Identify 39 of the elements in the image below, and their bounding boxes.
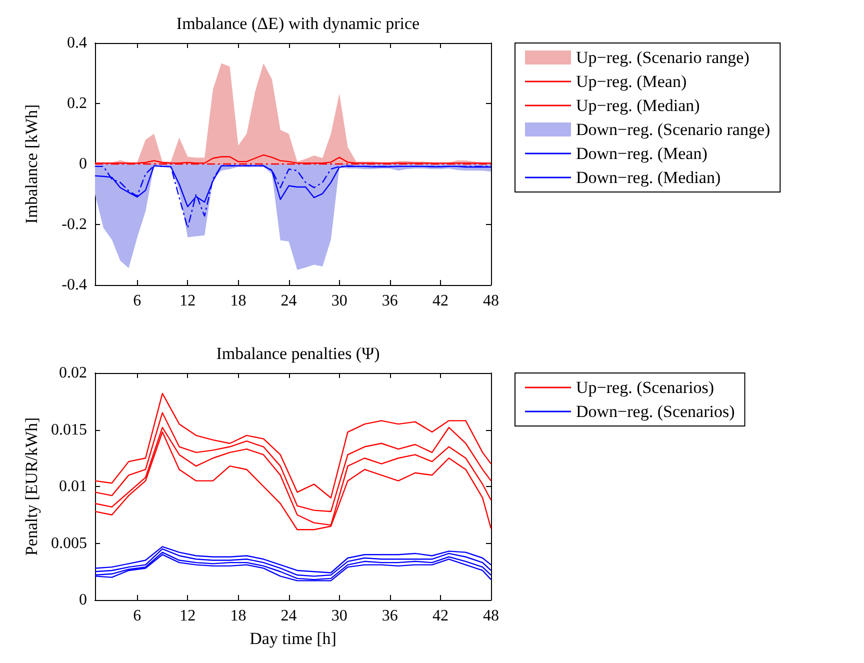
x-tick-label: 12	[180, 608, 196, 624]
x-tick-label: 30	[331, 608, 348, 624]
x-tick-label: 24	[280, 608, 297, 624]
x-tick-label: 12	[180, 292, 196, 310]
y-tick-label: 0.005	[51, 534, 87, 552]
x-tick-label: 36	[382, 292, 398, 310]
x-tick-label: 24	[280, 292, 297, 310]
chart-title: Imbalance (ΔE) with dynamic price	[176, 14, 420, 33]
y-axis-title: Penalty [EUR/kWh]	[22, 417, 41, 556]
y-tick-label: 0.02	[59, 364, 87, 382]
x-tick-label: 36	[382, 608, 398, 624]
x-tick-label: 6	[133, 292, 142, 310]
legend-label: Down−reg. (Median)	[576, 168, 721, 187]
y-tick-label: 0	[79, 156, 87, 172]
chart-title: Imbalance penalties (Ψ)	[216, 344, 380, 363]
y-tick-label: -0.4	[62, 276, 87, 294]
x-tick-label: 18	[230, 292, 246, 310]
y-tick-label: 0	[79, 592, 87, 608]
y-tick-label: -0.2	[62, 216, 87, 233]
legend-label: Down−reg. (Scenario range)	[576, 120, 770, 139]
legend-label: Down−reg. (Scenarios)	[576, 402, 735, 421]
legend-label: Up−reg. (Mean)	[576, 72, 687, 91]
x-tick-label: 30	[331, 292, 348, 310]
y-axis-title: Imbalance [kWh]	[22, 104, 41, 224]
y-tick-label: 0.015	[51, 421, 87, 438]
legend-label: Down−reg. (Mean)	[576, 144, 708, 163]
x-tick-label: 42	[432, 608, 448, 624]
x-tick-label: 48	[483, 608, 499, 624]
x-tick-label: 48	[483, 292, 499, 310]
legend-label: Up−reg. (Scenario range)	[576, 48, 750, 67]
x-tick-label: 42	[432, 292, 448, 310]
x-tick-label: 18	[230, 608, 246, 624]
legend-label: Up−reg. (Median)	[576, 96, 700, 115]
legend-label: Up−reg. (Scenarios)	[576, 378, 714, 397]
y-tick-label: 0.4	[67, 34, 87, 52]
x-axis-title: Day time [h]	[250, 629, 336, 648]
y-tick-label: 0.2	[67, 95, 87, 112]
y-tick-label: 0.01	[59, 478, 87, 495]
x-tick-label: 6	[133, 608, 142, 624]
